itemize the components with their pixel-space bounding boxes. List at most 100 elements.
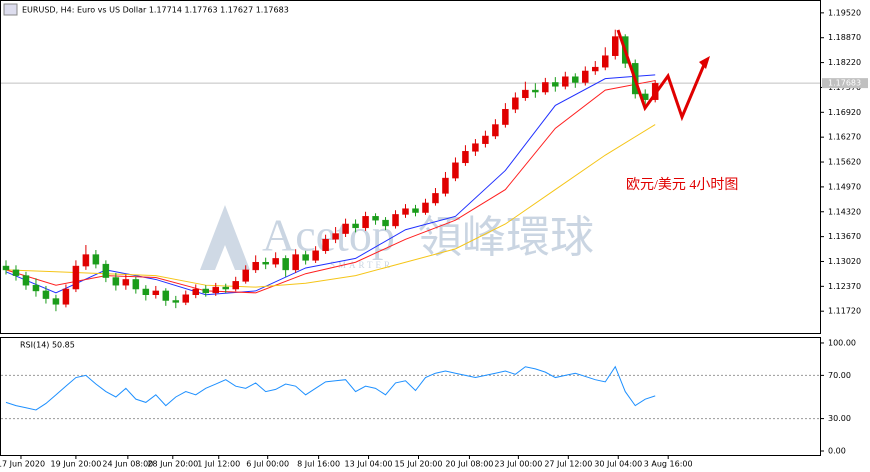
candle-body <box>282 258 289 271</box>
candle-body <box>252 261 259 271</box>
candle-body <box>362 216 369 229</box>
candle-body <box>122 279 130 286</box>
x-tick-label: 20 Jul 08:00 <box>445 460 493 469</box>
candle-body <box>42 290 50 299</box>
y-tick-label: 70.00 <box>828 371 851 380</box>
annotation: 欧元/美元 4小时图 <box>626 177 738 193</box>
candle-body <box>602 55 609 68</box>
candle-body <box>2 265 10 271</box>
main-panel <box>0 0 821 334</box>
candle-body <box>432 193 439 204</box>
moving-average <box>5 74 656 296</box>
candle-body <box>172 300 180 303</box>
x-tick-label: 1 Jul 12:00 <box>197 460 240 469</box>
rsi-line <box>5 365 656 411</box>
x-tick-label: 3 Aug 16:00 <box>644 460 693 469</box>
candle-body <box>572 76 579 83</box>
y-tick-label: 1.11720 <box>828 307 861 316</box>
candle-body <box>72 265 80 290</box>
candle-body <box>192 288 200 296</box>
moving-average <box>5 80 656 294</box>
candle-body <box>82 254 90 267</box>
candle-body <box>392 214 399 227</box>
y-tick-label: 1.18870 <box>828 33 861 42</box>
last-price-box <box>822 78 868 89</box>
x-tick-label: 8 Jul 16:00 <box>297 460 340 469</box>
candle-body <box>582 70 589 83</box>
y-tick-label: 1.15620 <box>828 158 861 167</box>
candle-body <box>562 76 569 87</box>
forecast-arrow <box>616 29 710 122</box>
candle-body <box>342 223 349 234</box>
candle-body <box>272 258 279 265</box>
candle-body <box>202 288 209 294</box>
candle-body <box>242 269 249 282</box>
candle-body <box>552 82 559 87</box>
x-tick-label: 28 Jun 20:00 <box>147 460 198 469</box>
y-tick-label: 100.00 <box>828 338 856 347</box>
y-tick-label: 1.14970 <box>828 182 861 191</box>
candle-body <box>612 36 619 56</box>
candle-body <box>372 216 379 221</box>
candle-body <box>322 239 329 252</box>
candle-body <box>52 298 60 305</box>
candle-body <box>422 202 429 213</box>
candle-body <box>222 286 229 290</box>
candle-body <box>522 89 529 99</box>
candle-body <box>182 294 190 303</box>
candle-body <box>482 135 489 144</box>
candle-body <box>102 263 110 278</box>
candle-body <box>592 66 599 72</box>
last-price-label: 1.17683 <box>828 79 861 88</box>
forecast-path <box>616 29 708 122</box>
candle-body <box>332 233 339 240</box>
candle-body <box>502 108 509 125</box>
y-tick-label: 30.00 <box>828 414 851 423</box>
y-tick-label: 1.19520 <box>828 8 861 17</box>
candle-body <box>462 151 469 164</box>
y-tick-label: 0.00 <box>828 447 846 456</box>
candle-body <box>382 219 389 227</box>
x-tick-label: 23 Jul 00:00 <box>494 460 542 469</box>
candle-body <box>472 143 479 152</box>
y-tick-label: 1.14320 <box>828 207 861 216</box>
x-tick-label: 15 Jul 20:00 <box>394 460 442 469</box>
candle-body <box>442 177 449 194</box>
candle-body <box>492 124 499 137</box>
candle-body <box>142 288 150 296</box>
rsi-title: RSI(14) 50.85 <box>20 341 75 350</box>
candle-body <box>452 162 459 179</box>
y-tick-label: 1.16920 <box>828 108 861 117</box>
watermark-sub: SMARTER <box>330 260 393 270</box>
candle-body <box>302 254 309 261</box>
y-tick-label: 1.16270 <box>828 133 861 142</box>
watermark-cn: 領峰環球 <box>418 213 594 262</box>
x-tick-label: 27 Jul 12:00 <box>544 460 592 469</box>
x-tick-label: 30 Jul 04:00 <box>594 460 642 469</box>
y-tick-label: 1.12370 <box>828 282 861 291</box>
y-tick-label: 1.18220 <box>828 58 861 67</box>
candle-body <box>32 284 40 292</box>
candle-body <box>62 288 70 305</box>
candle-body <box>22 275 30 286</box>
y-tick-label: 1.13020 <box>828 257 861 266</box>
candle-body <box>162 290 170 301</box>
x-tick-label: 19 Jun 20:00 <box>50 460 101 469</box>
x-tick-label: 17 Jun 2020 <box>0 460 45 469</box>
candle-body <box>132 279 140 290</box>
moving-average <box>5 124 656 288</box>
candle-body <box>112 277 120 286</box>
candle-body <box>542 82 549 93</box>
candle-body <box>12 269 20 276</box>
candle-body <box>232 281 239 290</box>
chart-title: EURUSD, H4: Euro vs US Dollar 1.17714 1.… <box>22 6 289 15</box>
x-tick-label: 24 Jun 08:00 <box>102 460 153 469</box>
arrow-head <box>699 56 710 69</box>
x-tick-label: 13 Jul 04:00 <box>345 460 393 469</box>
y-tick-label: 1.13670 <box>828 232 861 241</box>
candle-body <box>212 286 219 294</box>
candle-body <box>402 208 409 215</box>
candle-body <box>352 223 359 229</box>
chart-icon <box>3 3 18 16</box>
